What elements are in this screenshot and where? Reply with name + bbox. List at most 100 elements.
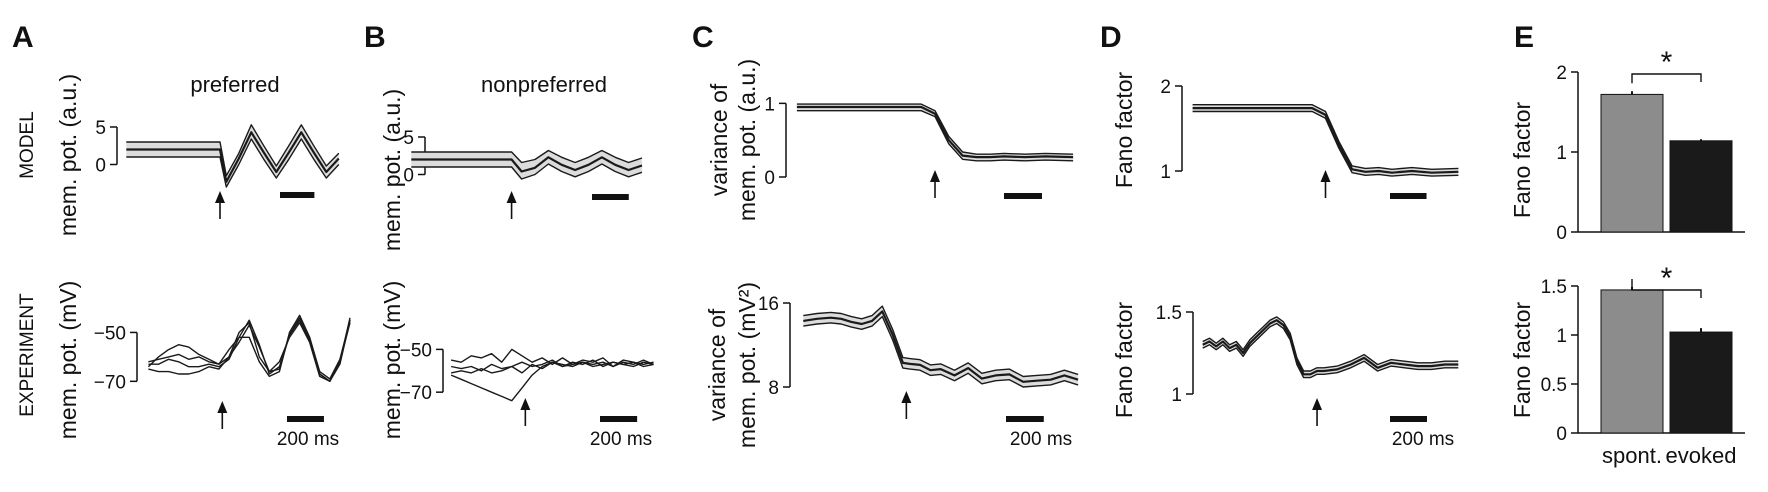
series-line-lower bbox=[126, 138, 340, 188]
scale-bar bbox=[287, 416, 324, 422]
panel-label-e: E bbox=[1514, 21, 1534, 54]
y-axis-label: mem. pot. (a.u.) bbox=[379, 89, 405, 251]
y-tick-label: 0 bbox=[95, 156, 106, 177]
series-line-trial bbox=[148, 322, 351, 382]
y-tick-label: −50 bbox=[400, 340, 432, 361]
series-line-mean bbox=[411, 156, 643, 173]
series-line-mean bbox=[803, 310, 1079, 383]
stimulus-arrowhead bbox=[520, 398, 531, 410]
row-label-model: MODEL bbox=[17, 111, 38, 179]
sem-band bbox=[411, 150, 642, 179]
y-tick-label: 0 bbox=[1556, 223, 1567, 244]
significance-bracket bbox=[1631, 278, 1702, 298]
panel-d-model: 2 1 Fano factor bbox=[1111, 71, 1459, 199]
panel-a-experiment: −50 −70 mem. pot. (mV) 200 ms bbox=[55, 281, 351, 450]
y-tick-label: 0 bbox=[403, 166, 414, 187]
panel-a-model: 5 0 mem. pot. (a.u.) bbox=[55, 74, 340, 236]
series-line-trial bbox=[450, 361, 654, 402]
bar-spont bbox=[1600, 289, 1664, 434]
row-label-experiment: EXPERIMENT bbox=[17, 293, 38, 417]
stimulus-arrowhead bbox=[901, 391, 912, 403]
y-tick-label: 5 bbox=[95, 118, 106, 139]
panel-d-experiment: 1.5 1 Fano factor 200 ms bbox=[1111, 301, 1459, 450]
y-axis-label: Fano factor bbox=[1509, 301, 1535, 418]
series-line-upper bbox=[1192, 104, 1459, 170]
scale-bar-label: 200 ms bbox=[590, 429, 652, 450]
y-axis-label: mem. pot. (mV) bbox=[55, 281, 81, 439]
y-axis-label: Fano factor bbox=[1509, 101, 1535, 218]
stimulus-arrowhead bbox=[930, 170, 940, 182]
y-axis-label: mem. pot. (a.u.) bbox=[734, 59, 760, 221]
scale-bar bbox=[1004, 193, 1042, 199]
series-line-lower bbox=[1192, 110, 1459, 177]
series-line-trial bbox=[450, 348, 654, 368]
significance-bracket bbox=[1631, 73, 1702, 84]
y-tick-label: 8 bbox=[768, 378, 779, 399]
stimulus-arrowhead bbox=[1312, 398, 1323, 410]
scale-bar bbox=[1390, 416, 1427, 422]
scale-bar bbox=[1390, 193, 1427, 199]
series-line-mean bbox=[796, 105, 1074, 159]
y-tick-label: 1 bbox=[1556, 143, 1567, 164]
y-tick-label: 1 bbox=[1556, 326, 1567, 347]
bar-spont bbox=[1600, 93, 1664, 233]
y-tick-label: −50 bbox=[94, 323, 126, 344]
scale-bar-label: 200 ms bbox=[277, 429, 339, 450]
series-line-mean bbox=[1202, 319, 1459, 376]
stimulus-arrowhead bbox=[215, 191, 225, 203]
series-line-lower bbox=[411, 163, 643, 180]
y-tick-label: −70 bbox=[400, 383, 432, 404]
y-tick-label: 5 bbox=[403, 128, 414, 149]
y-axis-label: mem. pot. (a.u.) bbox=[55, 74, 81, 236]
y-tick-label: 1.5 bbox=[1156, 303, 1182, 324]
y-axis-label: variance of bbox=[704, 308, 730, 421]
series-line-upper bbox=[796, 103, 1074, 155]
panel-e-experiment: 1.5 1 0.5 0 Fano factor spont. evoked * bbox=[1509, 262, 1745, 468]
y-axis-label: mem. pot. (mV) bbox=[379, 281, 405, 439]
panel-label-b: B bbox=[364, 21, 386, 54]
category-label: evoked bbox=[1666, 443, 1737, 468]
series-line-upper bbox=[126, 124, 340, 177]
panel-c-experiment: 16 8 variance of mem. pot. (mV²) 200 ms bbox=[704, 282, 1079, 450]
stimulus-arrowhead bbox=[1320, 170, 1331, 182]
series-line-lower bbox=[803, 315, 1079, 388]
scale-bar-label: 200 ms bbox=[1392, 429, 1454, 450]
series-line-trial bbox=[148, 317, 351, 380]
y-tick-label: 1 bbox=[1171, 385, 1182, 406]
series-line-lower bbox=[1202, 322, 1459, 379]
scale-bar bbox=[280, 192, 315, 198]
y-tick-label: 1 bbox=[764, 94, 775, 115]
y-tick-label: 1.5 bbox=[1541, 277, 1567, 298]
y-tick-label: 2 bbox=[1160, 77, 1171, 98]
y-axis-label: mem. pot. (mV²) bbox=[734, 282, 760, 448]
bar-evoked bbox=[1669, 331, 1733, 434]
y-tick-label: 0 bbox=[1556, 424, 1567, 445]
series-line-mean bbox=[1192, 107, 1459, 174]
y-axis-label: Fano factor bbox=[1111, 301, 1137, 418]
y-tick-label: 1 bbox=[1160, 162, 1171, 183]
panel-label-d: D bbox=[1100, 21, 1122, 54]
series-line-upper bbox=[411, 149, 643, 164]
scale-bar bbox=[600, 416, 638, 422]
significance-star: * bbox=[1661, 262, 1673, 295]
series-line-upper bbox=[1202, 316, 1459, 372]
bar-evoked bbox=[1669, 140, 1733, 233]
panel-b-title: nonpreferred bbox=[481, 72, 607, 97]
y-tick-label: 0 bbox=[764, 168, 775, 189]
y-tick-label: 16 bbox=[758, 294, 779, 315]
panel-c-model: 1 0 variance of mem. pot. (a.u.) bbox=[706, 59, 1074, 221]
scale-bar-label: 200 ms bbox=[1010, 429, 1072, 450]
y-tick-label: 0.5 bbox=[1541, 375, 1567, 396]
panel-e-model: 2 1 0 Fano factor * bbox=[1509, 46, 1745, 244]
panel-label-c: C bbox=[692, 21, 714, 54]
series-line-mean bbox=[126, 131, 340, 183]
y-axis-label: Fano factor bbox=[1111, 71, 1137, 188]
series-line-lower bbox=[796, 110, 1074, 162]
scale-bar bbox=[1006, 416, 1044, 422]
panel-label-a: A bbox=[12, 21, 34, 54]
series-line-upper bbox=[803, 305, 1079, 378]
panel-a-title: preferred bbox=[190, 72, 279, 97]
